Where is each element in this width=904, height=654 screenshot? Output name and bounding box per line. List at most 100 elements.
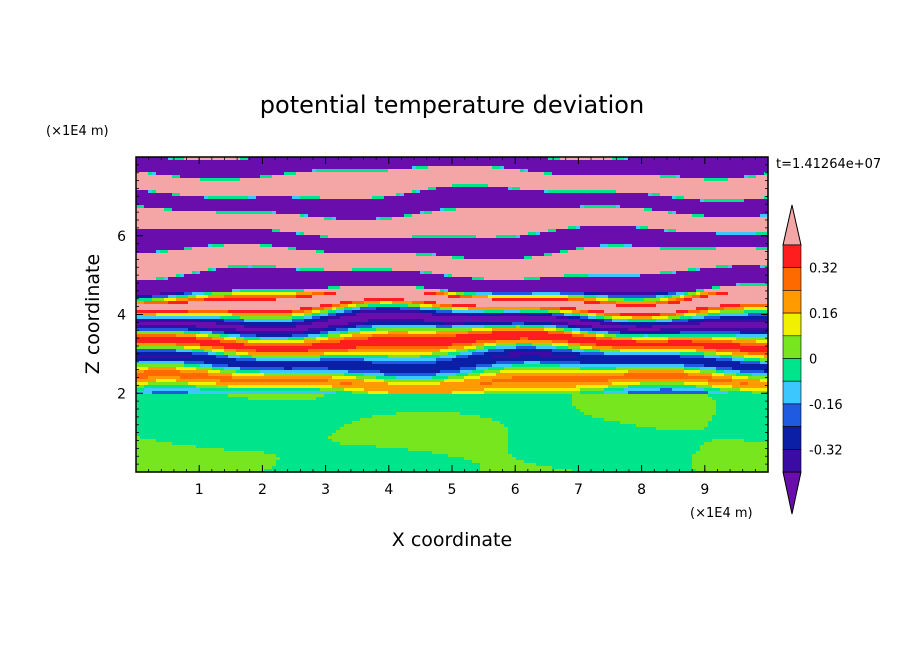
field-cell xyxy=(588,196,593,200)
field-cell xyxy=(552,169,557,173)
field-cell xyxy=(360,169,365,173)
field-cell xyxy=(644,223,649,227)
field-cell xyxy=(672,184,677,188)
field-cell xyxy=(500,220,505,224)
field-cell xyxy=(488,232,493,236)
field-cell xyxy=(216,214,221,218)
field-cell xyxy=(716,169,721,173)
field-cell xyxy=(484,205,489,209)
field-cell xyxy=(476,220,481,224)
field-cell xyxy=(720,178,725,182)
field-cell xyxy=(308,175,313,179)
field-cell xyxy=(636,169,641,173)
field-cell xyxy=(548,187,553,191)
field-cell xyxy=(188,217,193,221)
field-cell xyxy=(416,172,421,176)
field-cell xyxy=(680,232,685,236)
field-cell xyxy=(684,169,689,173)
field-cell xyxy=(180,166,185,170)
field-cell xyxy=(344,166,349,170)
field-cell xyxy=(724,220,729,224)
field-cell xyxy=(472,178,477,182)
field-cell xyxy=(432,193,437,197)
field-cell xyxy=(388,202,393,206)
field-cell xyxy=(448,220,453,224)
field-cell xyxy=(520,235,525,239)
field-cell xyxy=(552,157,557,161)
field-cell xyxy=(740,157,745,161)
field-cell xyxy=(196,175,201,179)
field-cell xyxy=(736,232,741,236)
field-cell xyxy=(168,208,173,212)
field-cell xyxy=(172,241,177,245)
field-cell xyxy=(536,223,541,227)
field-cell xyxy=(700,193,705,197)
field-cell xyxy=(316,175,321,179)
field-cell xyxy=(340,187,345,191)
field-cell xyxy=(556,166,561,170)
field-cell xyxy=(608,175,613,179)
field-cell xyxy=(664,175,669,179)
field-cell xyxy=(388,223,393,227)
field-cell xyxy=(192,190,197,194)
field-cell xyxy=(344,196,349,200)
field-cell xyxy=(704,205,709,209)
field-cell xyxy=(280,172,285,176)
field-cell xyxy=(628,238,633,242)
field-cell xyxy=(636,220,641,224)
field-cell xyxy=(384,226,389,230)
field-cell xyxy=(376,196,381,200)
field-cell xyxy=(640,238,645,242)
field-cell xyxy=(564,208,569,212)
field-cell xyxy=(688,163,693,167)
field-cell xyxy=(616,175,621,179)
field-cell xyxy=(568,178,573,182)
field-cell xyxy=(168,172,173,176)
field-cell xyxy=(336,160,341,164)
field-cell xyxy=(624,187,629,191)
field-cell xyxy=(716,193,721,197)
field-cell xyxy=(316,232,321,236)
field-cell xyxy=(356,214,361,218)
field-cell xyxy=(256,238,261,242)
field-cell xyxy=(700,229,705,233)
field-cell xyxy=(292,199,297,203)
field-cell xyxy=(296,172,301,176)
field-cell xyxy=(648,226,653,230)
field-cell xyxy=(548,226,553,230)
field-cell xyxy=(676,223,681,227)
field-cell xyxy=(160,208,165,212)
field-cell xyxy=(548,202,553,206)
field-cell xyxy=(512,211,517,215)
field-cell xyxy=(156,241,161,245)
field-cell xyxy=(364,193,369,197)
field-cell xyxy=(684,166,689,170)
field-cell xyxy=(200,187,205,191)
field-cell xyxy=(752,163,757,167)
field-cell xyxy=(720,226,725,230)
field-cell xyxy=(636,166,641,170)
field-cell xyxy=(756,229,761,233)
field-cell xyxy=(720,208,725,212)
field-cell xyxy=(168,226,173,230)
field-cell xyxy=(356,238,361,242)
field-cell xyxy=(320,208,325,212)
field-cell xyxy=(276,187,281,191)
field-cell xyxy=(500,229,505,233)
field-cell xyxy=(392,181,397,185)
field-cell xyxy=(632,169,637,173)
field-cell xyxy=(372,172,377,176)
field-cell xyxy=(584,160,589,164)
field-cell xyxy=(136,196,141,200)
field-cell xyxy=(728,226,733,230)
field-cell xyxy=(600,178,605,182)
field-cell xyxy=(588,226,593,230)
field-cell xyxy=(264,205,269,209)
field-cell xyxy=(752,184,757,188)
field-cell xyxy=(252,190,257,194)
field-cell xyxy=(472,223,477,227)
field-cell xyxy=(200,232,205,236)
field-cell xyxy=(364,223,369,227)
field-cell xyxy=(308,235,313,239)
field-cell xyxy=(288,175,293,179)
